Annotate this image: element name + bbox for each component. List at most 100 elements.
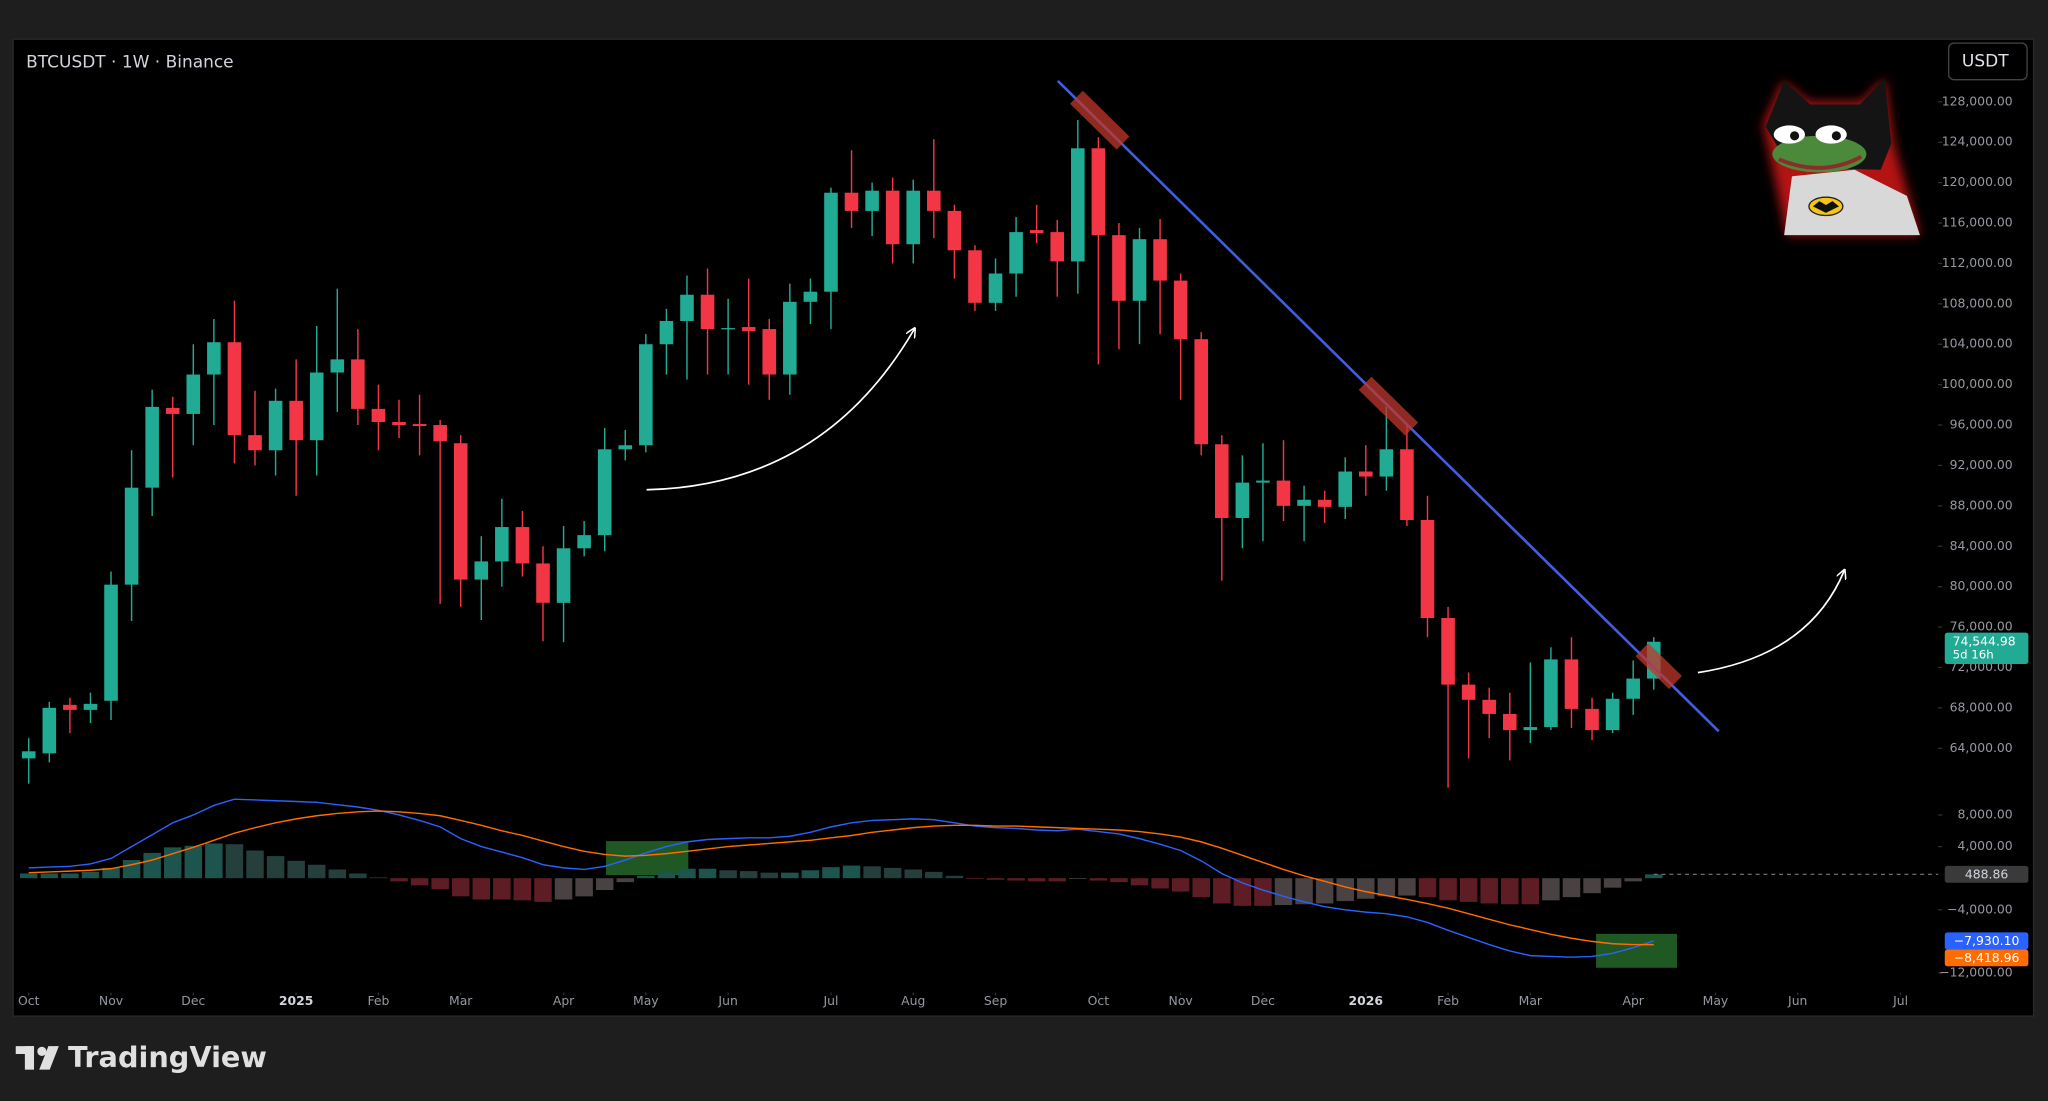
candle-body bbox=[1173, 280, 1188, 340]
candle-body bbox=[186, 374, 201, 414]
highlight-box bbox=[606, 841, 689, 876]
histogram-bar bbox=[1089, 878, 1108, 881]
histogram-bar bbox=[431, 878, 449, 890]
histogram-bar bbox=[122, 860, 141, 879]
histogram-bar bbox=[1398, 878, 1416, 896]
histogram-bar bbox=[1130, 878, 1149, 886]
candle-body bbox=[1009, 232, 1023, 274]
candle-body bbox=[1358, 471, 1373, 477]
currency-button[interactable] bbox=[1948, 42, 2028, 81]
candle-body bbox=[1605, 698, 1620, 731]
countdown-label: 5d 16h bbox=[1953, 647, 1994, 661]
histogram-bar bbox=[1542, 878, 1560, 901]
histogram-bar bbox=[287, 860, 305, 879]
candle-body bbox=[1112, 235, 1126, 301]
x-tick-label: Jun bbox=[1787, 993, 1807, 1008]
histogram-bar bbox=[1480, 878, 1498, 904]
histogram-bar bbox=[1459, 878, 1478, 902]
x-tick-label: Apr bbox=[553, 993, 575, 1008]
histogram-bar bbox=[451, 878, 470, 897]
trendline-markers bbox=[1070, 90, 1682, 690]
candle-body bbox=[1215, 444, 1229, 518]
chart-title: BTCUSDT · 1W · Binance bbox=[26, 53, 233, 73]
histogram-bar bbox=[1027, 878, 1046, 882]
histogram-bar bbox=[842, 865, 861, 879]
x-tick-label: Jun bbox=[717, 993, 737, 1008]
brand-logo bbox=[15, 1046, 59, 1070]
candle-body bbox=[1153, 239, 1167, 281]
histogram-bar bbox=[1295, 878, 1313, 905]
candle-body bbox=[556, 548, 571, 603]
histogram-bar bbox=[1110, 878, 1128, 883]
histogram-bar bbox=[863, 866, 881, 879]
series-last-label-box bbox=[1944, 949, 2029, 967]
candle-body bbox=[597, 449, 612, 536]
x-tick-label: Oct bbox=[1088, 993, 1110, 1008]
candle-body bbox=[824, 192, 838, 292]
histogram-bar bbox=[81, 871, 100, 879]
y-tick-label: 120,000.00 bbox=[1942, 174, 2013, 189]
candle-body bbox=[762, 329, 777, 375]
candle-body bbox=[1132, 239, 1147, 301]
chart-panel bbox=[12, 38, 2035, 1017]
histogram-bar bbox=[266, 856, 285, 879]
currency-label[interactable]: USDT bbox=[1962, 51, 2009, 71]
series-last-label: −8,418.96 bbox=[1954, 950, 2020, 965]
candle-body bbox=[968, 250, 982, 303]
histogram-bar bbox=[781, 872, 799, 879]
histogram-bar bbox=[1254, 878, 1272, 906]
histogram-bar bbox=[616, 878, 635, 883]
histogram-bar bbox=[1213, 878, 1231, 904]
histogram-bar bbox=[1336, 878, 1354, 902]
histogram-bar bbox=[698, 868, 717, 879]
y-tick-label: 4,000.00 bbox=[1957, 838, 2012, 853]
candle-body bbox=[639, 344, 653, 446]
candle-body bbox=[351, 359, 365, 409]
histogram-bar bbox=[925, 871, 943, 879]
y-tick-label: 116,000.00 bbox=[1942, 215, 2013, 230]
candle-body bbox=[83, 703, 98, 710]
histogram-bar bbox=[225, 844, 244, 879]
x-tick-label: Sep bbox=[984, 993, 1007, 1008]
avatar bbox=[1763, 78, 1920, 236]
candle-body bbox=[1420, 519, 1435, 618]
histogram-bar bbox=[554, 878, 573, 900]
histogram-bar bbox=[1048, 878, 1066, 882]
candle-body bbox=[495, 527, 509, 562]
last-price-label: 74,544.98 bbox=[1953, 633, 2016, 648]
histogram-bar bbox=[966, 878, 984, 879]
candle-body bbox=[268, 400, 283, 451]
candle-body bbox=[1482, 699, 1496, 714]
candle-body bbox=[1256, 480, 1270, 483]
histogram-bar bbox=[184, 845, 203, 879]
candle-body bbox=[1626, 678, 1640, 699]
histogram-bar bbox=[1603, 878, 1622, 888]
x-tick-label: 2025 bbox=[279, 993, 313, 1008]
histogram-bar bbox=[246, 850, 264, 879]
histogram-bar bbox=[1645, 874, 1663, 879]
candle-body bbox=[1029, 230, 1044, 234]
macd-pane: 8,000.00 4,000.00 −4,000.00 −12,000.00 488.8… bbox=[20, 798, 2029, 980]
x-tick-label: Mar bbox=[449, 993, 473, 1008]
histogram-bar bbox=[61, 873, 79, 879]
y-tick-label: 124,000.00 bbox=[1942, 134, 2013, 149]
candle-body bbox=[371, 408, 386, 423]
x-tick-label: Oct bbox=[18, 993, 40, 1008]
histogram-bar bbox=[102, 867, 120, 879]
candle-body bbox=[783, 301, 797, 375]
x-tick-label: Nov bbox=[99, 993, 123, 1008]
y-tick-label: 88,000.00 bbox=[1950, 497, 2013, 512]
histogram-bar bbox=[1151, 878, 1169, 889]
histogram-bar bbox=[883, 867, 902, 879]
candle-body bbox=[803, 291, 818, 302]
histogram-bar bbox=[719, 870, 737, 879]
histogram-bar bbox=[493, 878, 511, 900]
brand-name: TradingView bbox=[68, 1040, 267, 1074]
candle-body bbox=[515, 527, 530, 564]
y-tick-label: 100,000.00 bbox=[1942, 376, 2013, 391]
candle-body bbox=[700, 294, 715, 330]
candle-body bbox=[124, 487, 139, 585]
touch-marker bbox=[1635, 643, 1682, 690]
histogram-bar bbox=[986, 878, 1005, 880]
